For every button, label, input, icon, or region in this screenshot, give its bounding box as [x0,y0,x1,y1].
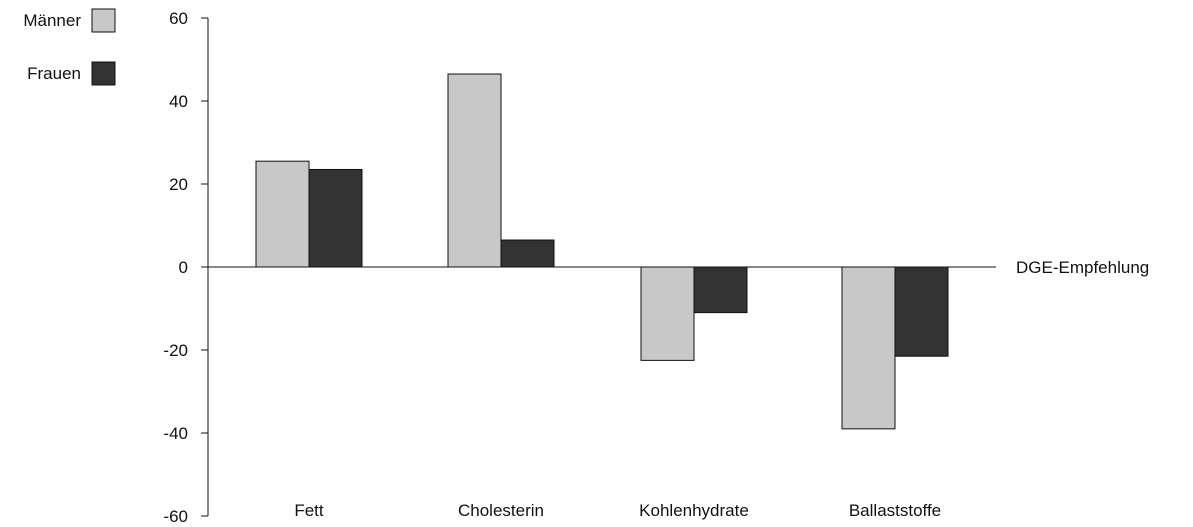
category-labels: Fett Cholesterin Kohlenhydrate Ballaststoff… [294,501,941,520]
y-tick-label: 40 [169,92,188,111]
legend-swatch [91,61,116,86]
y-tick-label: 60 [169,9,188,28]
x-category-label: Fett [294,501,324,520]
bar-männer-ballaststoffe [841,266,896,430]
bar-frauen-ballaststoffe [894,266,949,357]
bar-männer-cholesterin [447,73,502,268]
bar-frauen-kohlenhydrate [693,266,748,314]
x-category-label: Ballaststoffe [849,501,941,520]
y-tick-label: 20 [169,175,188,194]
bar-männer-kohlenhydrate [640,266,695,361]
bars [255,73,949,430]
y-tick-label: -20 [163,341,188,360]
bar-frauen-fett [308,168,363,268]
x-category-label: Cholesterin [458,501,544,520]
y-tick-label: -60 [163,507,188,526]
bar-männer-fett [255,160,310,268]
legend-swatch [91,8,116,33]
legend-label: Frauen [27,64,81,83]
legend: Männer Frauen [23,8,116,86]
x-category-label: Kohlenhydrate [639,501,749,520]
bar-frauen-cholesterin [500,239,555,268]
reference-line-label: DGE-Empfehlung [1016,258,1149,277]
y-tick-label: -40 [163,424,188,443]
y-tick-label: 0 [179,258,188,277]
y-axis: 60 40 20 0 -20 -40 -60 [163,9,209,526]
legend-label: Männer [23,11,81,30]
